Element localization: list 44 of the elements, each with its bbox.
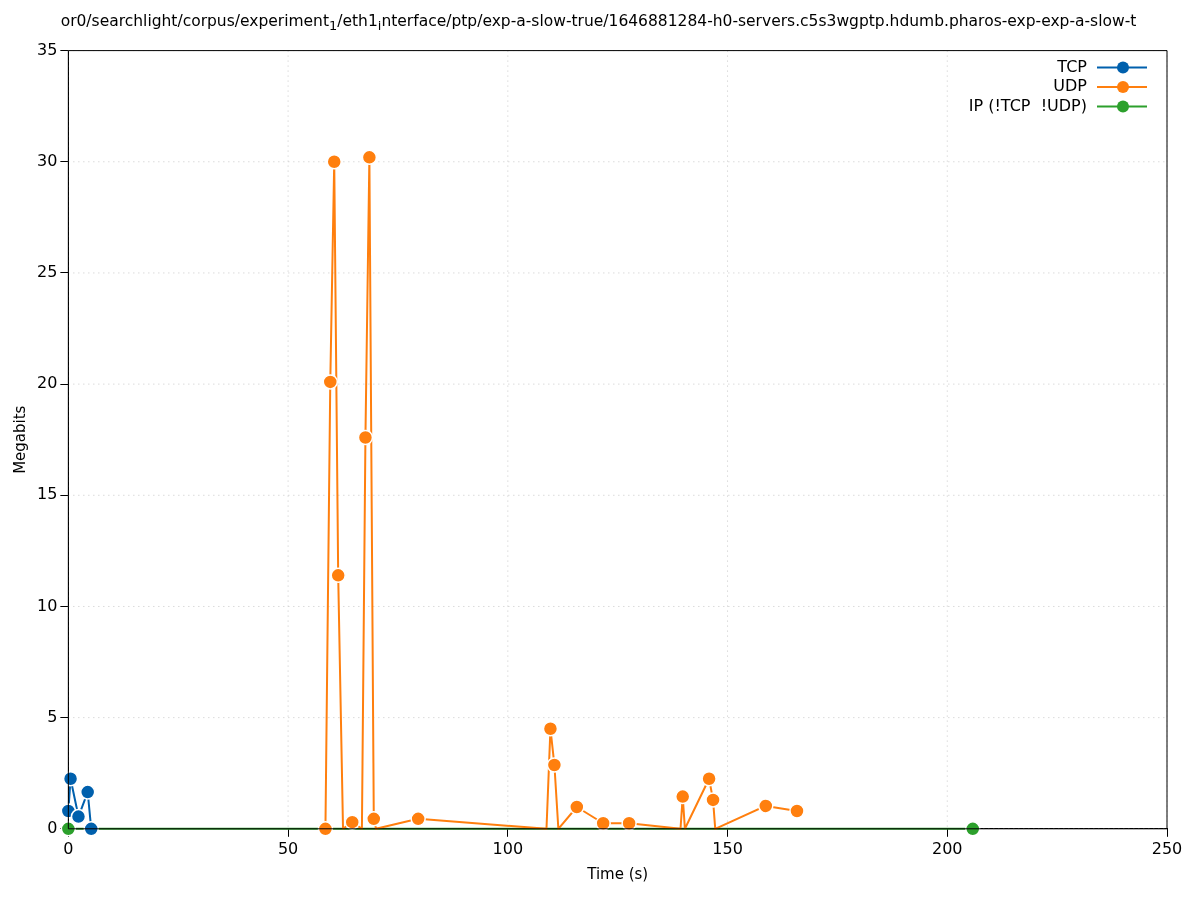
legend-label: TCP bbox=[1056, 56, 1088, 76]
y-axis-title: Megabits bbox=[10, 405, 29, 474]
point bbox=[758, 798, 774, 814]
x-tick-label: 0 bbox=[63, 838, 74, 858]
point bbox=[410, 811, 426, 827]
point bbox=[326, 154, 342, 170]
point bbox=[62, 771, 79, 787]
y-tick-label: 25 bbox=[37, 262, 58, 282]
point bbox=[344, 814, 360, 830]
point bbox=[366, 811, 382, 827]
point bbox=[965, 821, 981, 837]
legend-label: IP (!TCP !UDP) bbox=[968, 95, 1087, 115]
x-tick-label: 150 bbox=[712, 838, 743, 858]
y-tick-label: 10 bbox=[37, 595, 58, 615]
x-tick-label: 200 bbox=[932, 838, 963, 858]
point bbox=[70, 808, 87, 825]
chart-title: or0/searchlight/corpus/experiment$_{1}$/eth1$_{i}$nterface/ptp/exp-a-slow-true/1646881284-h0-servers.c5s3wgptp.hdumb.pharos-exp-exp-a-slow-t bbox=[59, 11, 1138, 36]
x-tick-label: 50 bbox=[277, 838, 299, 858]
point bbox=[357, 429, 374, 446]
y-tick-label: 5 bbox=[47, 706, 58, 726]
point bbox=[595, 815, 611, 831]
point bbox=[322, 374, 339, 390]
point bbox=[542, 721, 559, 737]
point bbox=[361, 149, 378, 166]
point bbox=[674, 788, 691, 805]
y-tick-label: 15 bbox=[37, 484, 58, 504]
y-tick-label: 0 bbox=[47, 817, 58, 837]
point bbox=[569, 799, 585, 815]
point bbox=[789, 803, 805, 819]
point bbox=[79, 784, 96, 800]
point bbox=[546, 757, 563, 773]
point bbox=[60, 821, 77, 837]
point bbox=[701, 771, 717, 787]
y-tick-label: 35 bbox=[37, 39, 58, 59]
point bbox=[330, 567, 346, 584]
point bbox=[317, 821, 334, 837]
x-tick-label: 100 bbox=[492, 838, 524, 858]
y-tick-label: 30 bbox=[37, 150, 58, 170]
point bbox=[621, 815, 637, 831]
point bbox=[705, 792, 721, 808]
x-axis-title: Time (s) bbox=[586, 864, 649, 883]
legend-label: UDP bbox=[1053, 76, 1088, 96]
y-tick-label: 20 bbox=[37, 373, 58, 393]
x-tick-label: 250 bbox=[1151, 838, 1183, 858]
